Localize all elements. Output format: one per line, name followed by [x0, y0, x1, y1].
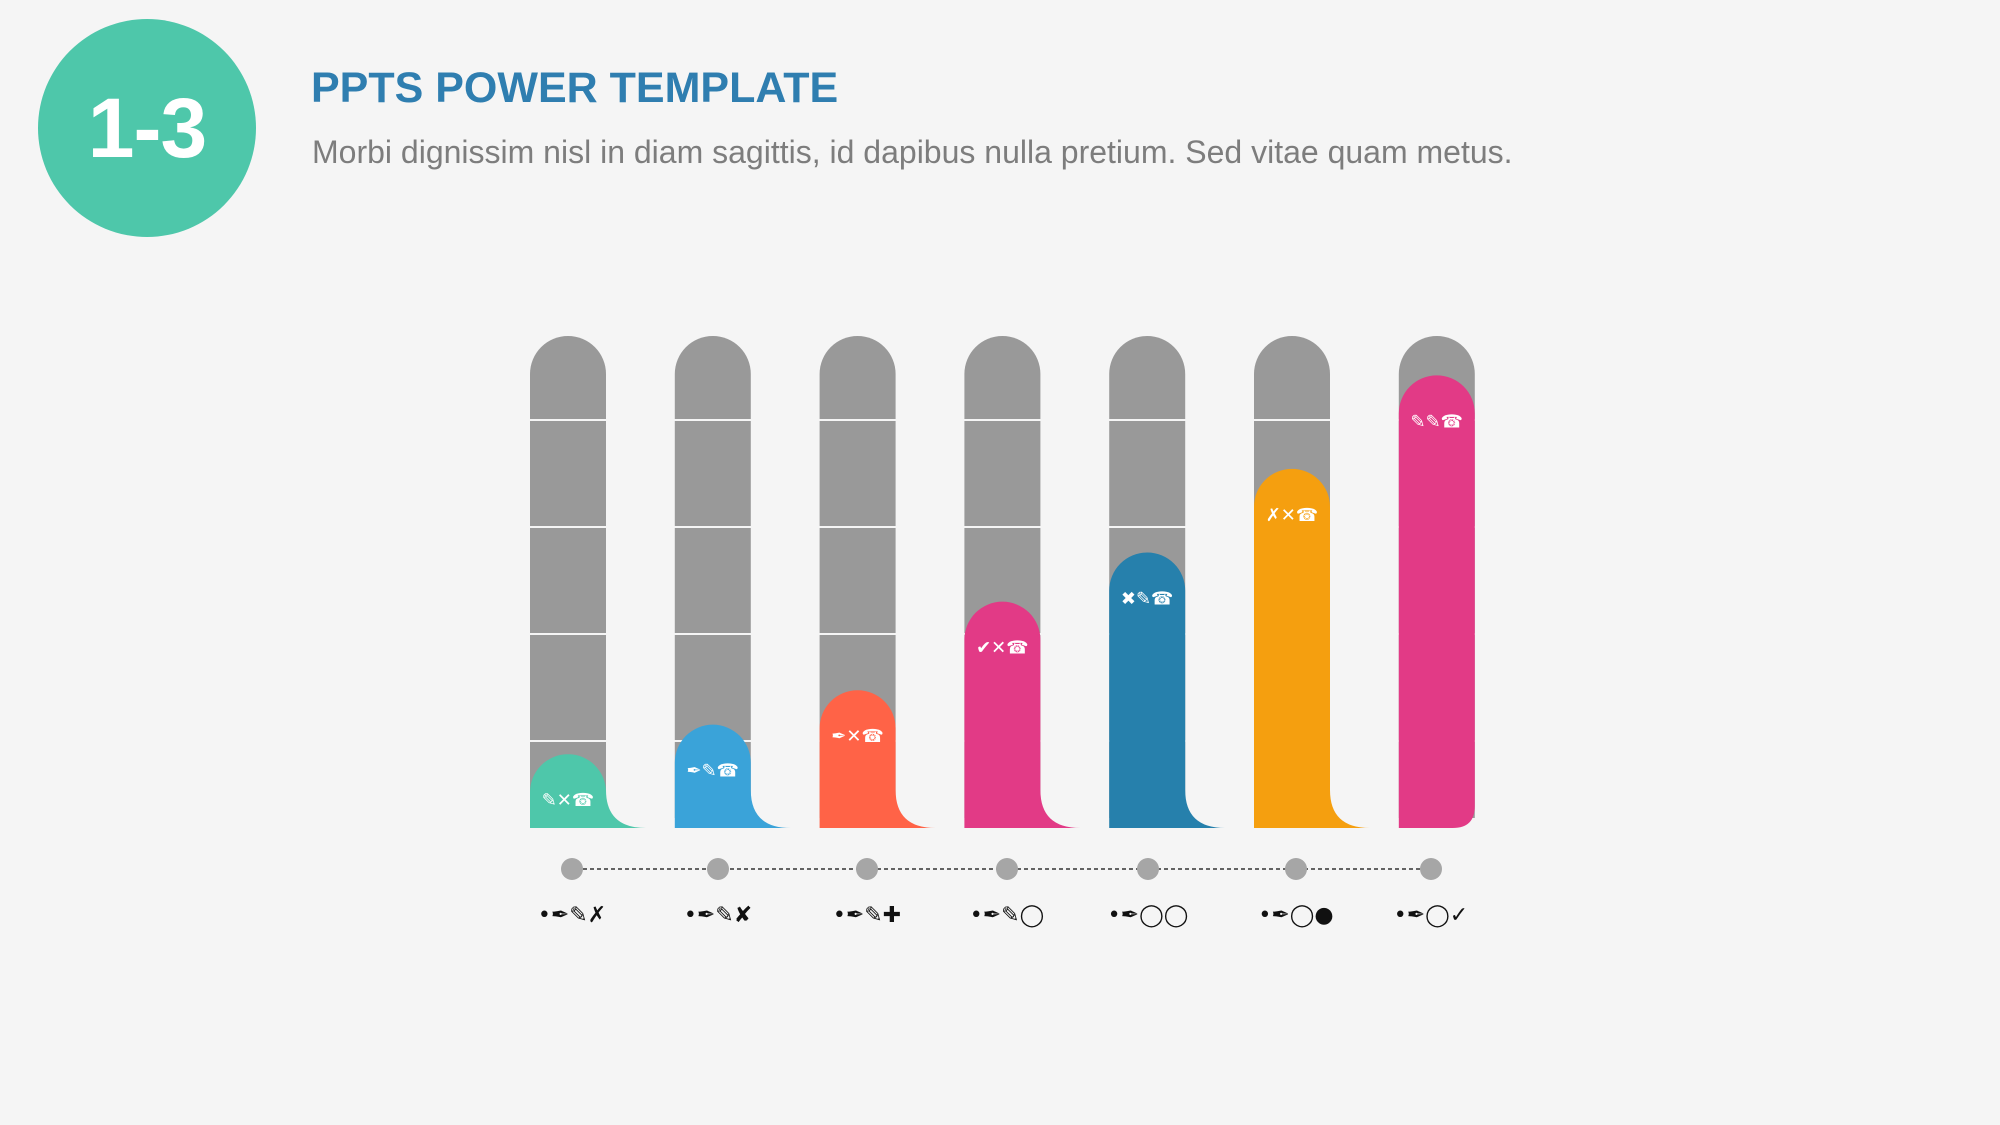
bar-icon-label: ✒✕☎ — [831, 726, 884, 747]
timeline-dot — [1285, 858, 1307, 880]
category-label: •✒◯● — [1258, 903, 1333, 928]
bar-icon-label: ✔✕☎ — [976, 638, 1029, 659]
timeline-dot — [856, 858, 878, 880]
timeline-dot — [561, 858, 583, 880]
bar — [819, 690, 936, 828]
bar-icon-label: ✖✎☎ — [1121, 588, 1174, 609]
category-label: •✒◯✓ — [1394, 903, 1468, 928]
timeline-dot — [1420, 858, 1442, 880]
timeline-dot — [996, 858, 1018, 880]
bar-icon-label: ✎✕☎ — [542, 790, 595, 811]
bar — [530, 754, 646, 828]
bar-icon-label: ✗✕☎ — [1266, 505, 1319, 526]
page-subtitle: Morbi dignissim nisl in diam sagittis, i… — [312, 134, 1513, 170]
timeline-dot — [1137, 858, 1159, 880]
category-label: •✒✎✗ — [538, 903, 606, 928]
bar-icon-label: ✎✎☎ — [1411, 411, 1464, 432]
bar — [1398, 375, 1475, 828]
section-number: 1-3 — [87, 80, 207, 175]
timeline-dot — [707, 858, 729, 880]
page-title: PPTS POWER TEMPLATE — [311, 64, 839, 112]
bar — [964, 601, 1081, 828]
bar-icon-label: ✒✎☎ — [687, 761, 740, 782]
bar — [1254, 468, 1370, 828]
bar-track — [674, 336, 751, 818]
bar — [674, 724, 791, 828]
bar — [1109, 552, 1226, 828]
section-number-badge: 1-3 — [38, 19, 256, 237]
category-label: •✒✎✘ — [684, 903, 752, 928]
bar-track — [530, 336, 606, 818]
category-label: •✒◯◯ — [1108, 903, 1189, 928]
category-label: •✒✎✚ — [833, 903, 901, 928]
category-label: •✒✎◯ — [970, 903, 1044, 928]
